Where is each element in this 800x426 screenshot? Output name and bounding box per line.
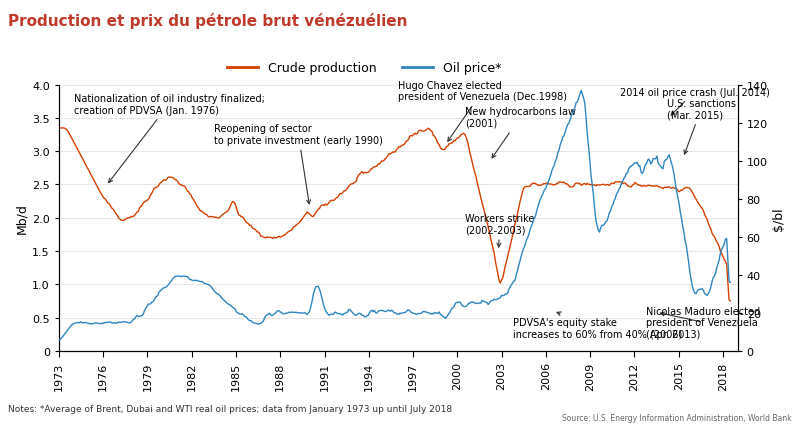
- Text: U.S. sanctions
(Mar. 2015): U.S. sanctions (Mar. 2015): [667, 98, 736, 155]
- Text: Workers strike
(2002-2003): Workers strike (2002-2003): [465, 213, 534, 248]
- Text: Production et prix du pétrole brut vénézuélien: Production et prix du pétrole brut vénéz…: [8, 13, 407, 29]
- Text: Hugo Chavez elected
president of Venezuela (Dec.1998): Hugo Chavez elected president of Venezue…: [398, 81, 567, 142]
- Text: Notes: *Average of Brent, Dubai and WTI real oil prices; data from January 1973 : Notes: *Average of Brent, Dubai and WTI …: [8, 404, 452, 413]
- Legend: Crude production, Oil price*: Crude production, Oil price*: [222, 57, 506, 80]
- Text: Nicolas Maduro elected
president of Venezuela
(Apr. 2013): Nicolas Maduro elected president of Vene…: [646, 306, 760, 339]
- Text: New hydrocarbons law
(2001): New hydrocarbons law (2001): [465, 107, 576, 158]
- Text: Source: U.S. Energy Information Administration, World Bank: Source: U.S. Energy Information Administ…: [562, 413, 792, 422]
- Text: Nationalization of oil industry finalized;
creation of PDVSA (Jan. 1976): Nationalization of oil industry finalize…: [74, 94, 265, 183]
- Y-axis label: $/bl: $/bl: [772, 207, 785, 230]
- Text: Reopening of sector
to private investment (early 1990): Reopening of sector to private investmen…: [214, 124, 382, 204]
- Y-axis label: Mb/d: Mb/d: [15, 203, 28, 233]
- Text: PDVSA's equity stake
increases to 60% from 40% (2006): PDVSA's equity stake increases to 60% fr…: [514, 312, 682, 339]
- Text: 2014 oil price crash (Jul. 2014): 2014 oil price crash (Jul. 2014): [620, 87, 770, 116]
